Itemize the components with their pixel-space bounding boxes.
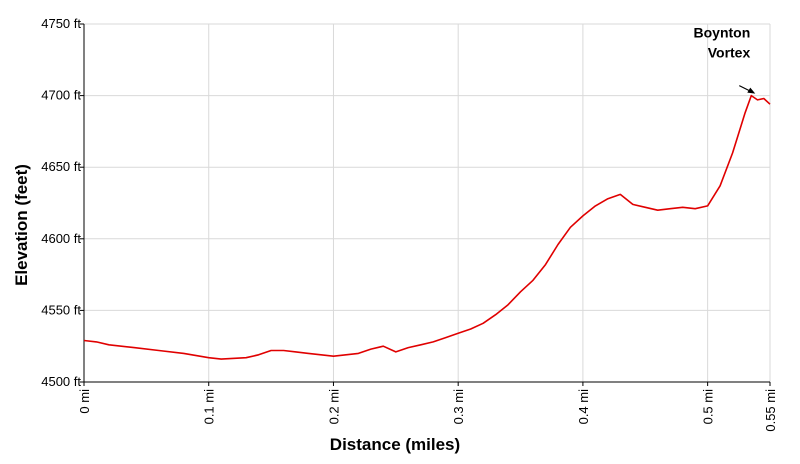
- annotation-label: Boynton: [694, 25, 751, 41]
- y-axis-title: Elevation (feet): [12, 164, 31, 286]
- y-tick-label: 4700 ft: [41, 88, 81, 103]
- x-tick-label: 0.1 mi: [202, 389, 217, 425]
- x-tick-label: 0 mi: [77, 389, 92, 414]
- y-tick-label: 4500 ft: [41, 374, 81, 389]
- y-tick-label: 4550 ft: [41, 302, 81, 317]
- annotation-layer: Boynton Vortex: [694, 25, 756, 94]
- x-axis-title: Distance (miles): [330, 435, 460, 454]
- series-layer: [83, 94, 771, 360]
- elevation-profile-line: [83, 94, 771, 360]
- x-tick-label: 0.55 mi: [763, 389, 778, 432]
- x-tick-label: 0.4 mi: [576, 389, 591, 425]
- tick-labels: 0 mi 0.1 mi 0.2 mi 0.3 mi 0.4 mi 0.5 mi 0.55 m…: [41, 16, 778, 432]
- grid: [83, 23, 771, 383]
- x-tick-label: 0.2 mi: [326, 389, 341, 425]
- annotation-arrowhead: [747, 87, 756, 94]
- y-tick-label: 4600 ft: [41, 231, 81, 246]
- y-tick-label: 4750 ft: [41, 16, 81, 31]
- x-tick-label: 0.5 mi: [701, 389, 716, 425]
- axes: [80, 23, 771, 386]
- annotation-label: Vortex: [708, 45, 751, 61]
- x-tick-label: 0.3 mi: [451, 389, 466, 425]
- y-tick-label: 4650 ft: [41, 159, 81, 174]
